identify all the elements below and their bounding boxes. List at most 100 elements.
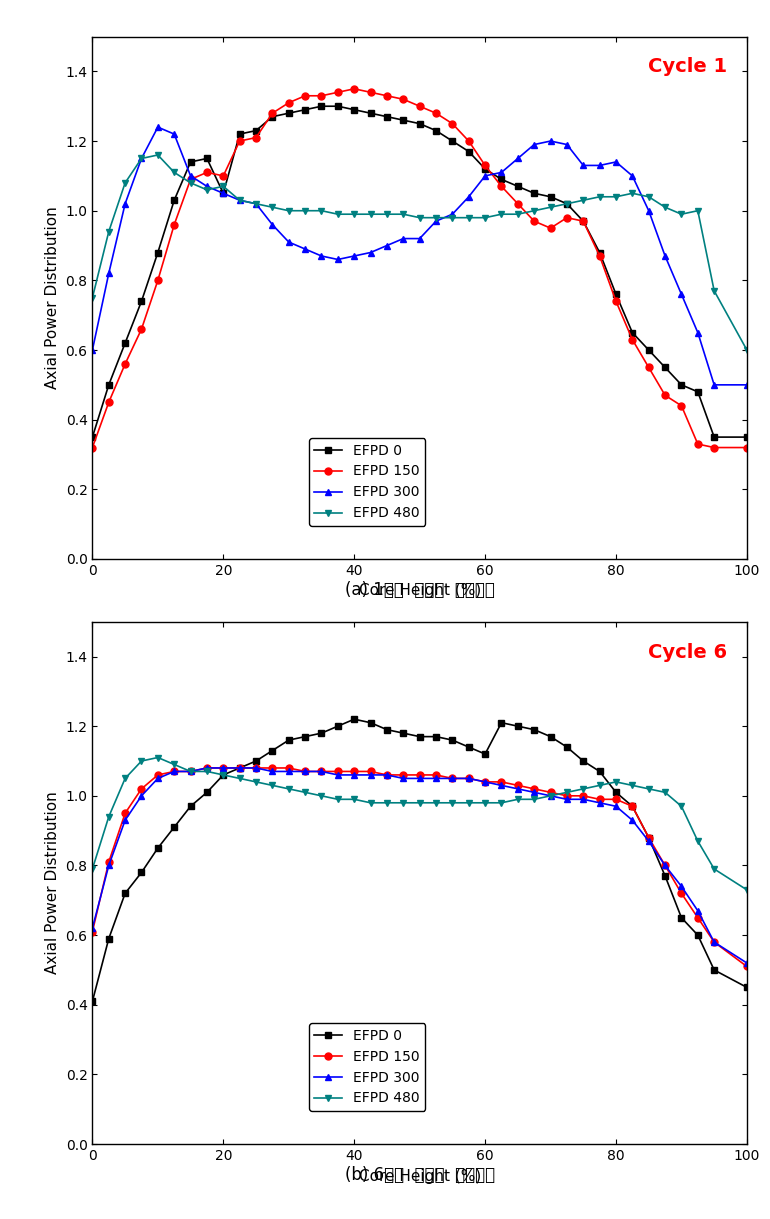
EFPD 0 (333, 99, 343, 113)
EFPD 150 (546, 221, 555, 235)
EFPD 150 (579, 789, 588, 803)
EFPD 150 (415, 768, 424, 783)
EFPD 0 (742, 980, 752, 995)
EFPD 300 (153, 119, 162, 134)
EFPD 480 (693, 834, 702, 848)
EFPD 0 (448, 134, 457, 149)
EFPD 0 (677, 911, 686, 925)
EFPD 300 (742, 956, 752, 970)
EFPD 0 (693, 928, 702, 942)
EFPD 480 (399, 796, 408, 811)
EFPD 0 (431, 729, 440, 744)
EFPD 150 (742, 959, 752, 974)
EFPD 300 (333, 252, 343, 267)
EFPD 300 (268, 217, 277, 232)
EFPD 0 (235, 127, 244, 141)
EFPD 300 (693, 325, 702, 340)
EFPD 150 (661, 388, 670, 402)
EFPD 0 (464, 144, 474, 158)
EFPD 0 (120, 335, 129, 350)
EFPD 480 (350, 792, 359, 807)
EFPD 480 (88, 862, 97, 876)
EFPD 150 (88, 440, 97, 455)
EFPD 480 (480, 211, 490, 226)
EFPD 480 (562, 196, 571, 211)
EFPD 300 (693, 903, 702, 918)
EFPD 0 (300, 102, 310, 117)
EFPD 480 (644, 781, 653, 796)
EFPD 150 (431, 106, 440, 121)
EFPD 480 (300, 204, 310, 218)
EFPD 0 (677, 378, 686, 393)
EFPD 480 (611, 189, 621, 204)
EFPD 300 (399, 772, 408, 786)
EFPD 150 (333, 764, 343, 779)
EFPD 0 (530, 187, 539, 201)
Line: EFPD 300: EFPD 300 (89, 764, 751, 967)
EFPD 480 (431, 796, 440, 811)
EFPD 480 (644, 189, 653, 204)
EFPD 300 (382, 768, 391, 783)
EFPD 150 (153, 768, 162, 783)
EFPD 300 (350, 249, 359, 263)
EFPD 480 (120, 176, 129, 190)
EFPD 150 (693, 911, 702, 925)
EFPD 480 (219, 768, 228, 783)
EFPD 150 (235, 761, 244, 775)
EFPD 300 (448, 772, 457, 786)
EFPD 480 (661, 785, 670, 800)
EFPD 150 (399, 91, 408, 106)
EFPD 480 (415, 211, 424, 226)
EFPD 0 (169, 820, 179, 835)
EFPD 480 (169, 165, 179, 179)
EFPD 0 (219, 187, 228, 201)
EFPD 150 (284, 95, 293, 110)
EFPD 150 (742, 440, 752, 455)
EFPD 150 (317, 764, 326, 779)
EFPD 480 (579, 193, 588, 207)
X-axis label: Core Height (%): Core Height (%) (359, 584, 480, 599)
EFPD 0 (399, 113, 408, 128)
EFPD 300 (300, 764, 310, 779)
EFPD 150 (611, 792, 621, 807)
EFPD 0 (562, 740, 571, 755)
EFPD 480 (595, 189, 604, 204)
EFPD 480 (350, 207, 359, 222)
EFPD 150 (169, 764, 179, 779)
EFPD 480 (153, 147, 162, 162)
EFPD 0 (186, 798, 196, 813)
EFPD 0 (153, 841, 162, 856)
EFPD 0 (644, 343, 653, 357)
EFPD 150 (350, 764, 359, 779)
EFPD 480 (399, 207, 408, 222)
EFPD 0 (251, 753, 260, 768)
EFPD 300 (546, 789, 555, 803)
EFPD 150 (530, 781, 539, 796)
EFPD 300 (169, 764, 179, 779)
EFPD 480 (710, 284, 719, 299)
EFPD 150 (137, 322, 146, 336)
EFPD 150 (710, 935, 719, 950)
EFPD 300 (284, 235, 293, 250)
EFPD 300 (677, 286, 686, 301)
EFPD 150 (530, 213, 539, 228)
EFPD 300 (710, 378, 719, 393)
EFPD 480 (448, 796, 457, 811)
EFPD 300 (203, 761, 212, 775)
EFPD 150 (464, 134, 474, 149)
EFPD 480 (661, 200, 670, 215)
EFPD 480 (579, 781, 588, 796)
EFPD 0 (611, 785, 621, 800)
EFPD 150 (611, 294, 621, 308)
EFPD 150 (677, 886, 686, 901)
EFPD 480 (546, 200, 555, 215)
EFPD 300 (219, 187, 228, 201)
EFPD 480 (742, 883, 752, 897)
EFPD 0 (382, 723, 391, 737)
EFPD 300 (677, 879, 686, 894)
EFPD 480 (480, 796, 490, 811)
EFPD 300 (88, 343, 97, 357)
EFPD 300 (497, 165, 506, 179)
EFPD 150 (693, 436, 702, 451)
EFPD 300 (530, 785, 539, 800)
